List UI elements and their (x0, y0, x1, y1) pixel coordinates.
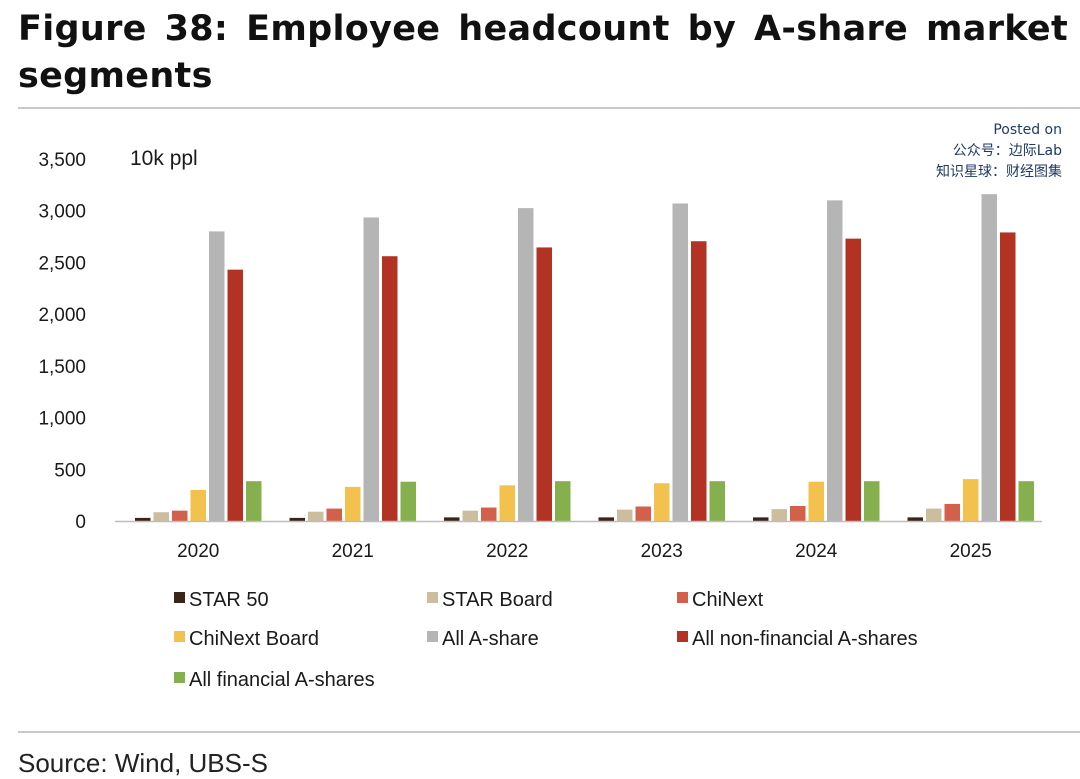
bar (382, 256, 398, 521)
legend-swatch (174, 592, 185, 603)
bar (598, 517, 614, 521)
legend-swatch (174, 631, 185, 642)
bar (555, 481, 571, 521)
bar (444, 517, 460, 521)
bar (1018, 481, 1034, 521)
bar (209, 231, 225, 521)
legend-label: STAR 50 (189, 589, 269, 611)
bar (907, 517, 923, 521)
legend-swatch (427, 631, 438, 642)
x-tick-label: 2025 (950, 541, 992, 562)
x-tick-label: 2023 (641, 541, 683, 562)
bar (172, 510, 188, 521)
figure-title: Figure 38: Employee headcount by A-share… (18, 9, 1068, 96)
legend-swatch (677, 631, 688, 642)
bar (289, 517, 305, 521)
bar (864, 481, 880, 521)
x-tick-label: 2021 (332, 541, 374, 562)
y-tick-label: 1,500 (38, 357, 86, 378)
legend-swatch (174, 672, 185, 683)
bar (691, 241, 707, 521)
legend-swatch (677, 592, 688, 603)
y-axis: 0 500 1,000 1,500 2,000 2,500 3,000 3,500 (38, 150, 86, 533)
x-tick-label: 2022 (486, 541, 528, 562)
bar (227, 269, 243, 521)
legend-label: ChiNext (692, 589, 764, 611)
y-tick-label: 2,000 (38, 305, 86, 326)
legend-label: STAR Board (442, 589, 553, 611)
bar (845, 238, 861, 521)
bar (536, 247, 552, 521)
headcount-bar-chart: Posted on 公众号：边际Lab 知识星球：财经图集 10k ppl 0 5… (38, 122, 1062, 691)
bar (981, 194, 997, 521)
bottom-divider (18, 731, 1080, 733)
bar (1000, 232, 1016, 521)
bar (790, 506, 806, 521)
legend-label: All non-financial A-shares (692, 628, 918, 650)
bar (635, 506, 651, 521)
bar (246, 481, 262, 521)
top-divider (18, 107, 1080, 109)
bar (518, 208, 534, 521)
bar (153, 512, 169, 521)
x-axis: 2020 2021 2022 2023 2024 2025 (177, 541, 992, 562)
y-tick-label: 3,000 (38, 202, 86, 223)
y-tick-label: 500 (54, 460, 86, 481)
bar (944, 503, 960, 521)
bar (963, 479, 979, 521)
bar (308, 511, 324, 521)
legend-label: All A-share (442, 628, 539, 650)
watermark-line: 知识星球：财经图集 (936, 163, 1062, 180)
bar (190, 489, 206, 521)
legend-swatch (427, 592, 438, 603)
bar (135, 517, 151, 521)
bar (771, 509, 787, 521)
bar-series-group (135, 194, 1034, 521)
bar (462, 510, 478, 521)
y-tick-label: 0 (75, 512, 86, 533)
y-tick-label: 1,000 (38, 409, 86, 430)
bar (753, 517, 769, 521)
x-tick-label: 2024 (795, 541, 838, 562)
unit-label: 10k ppl (130, 147, 198, 170)
bar (345, 486, 361, 521)
bar (400, 481, 416, 521)
y-tick-label: 3,500 (38, 150, 86, 171)
watermark-line: Posted on (993, 122, 1062, 138)
bar (926, 508, 942, 521)
bar (326, 508, 342, 521)
legend-label: All financial A-shares (189, 669, 375, 691)
bar (617, 509, 633, 521)
watermark: Posted on 公众号：边际Lab 知识星球：财经图集 (936, 122, 1062, 180)
source-note: Source: Wind, UBS-S (18, 748, 268, 778)
bar (709, 481, 725, 521)
bar (827, 200, 843, 521)
legend-label: ChiNext Board (189, 628, 319, 650)
x-tick-label: 2020 (177, 541, 219, 562)
bar (481, 507, 497, 521)
bar (672, 203, 688, 521)
watermark-line: 公众号：边际Lab (953, 143, 1062, 159)
bar (654, 483, 670, 521)
bar (808, 481, 824, 521)
legend: STAR 50 STAR Board ChiNext ChiNext Board All… (174, 589, 918, 691)
bar (363, 217, 379, 521)
y-tick-label: 2,500 (38, 253, 86, 274)
bar (499, 485, 515, 521)
